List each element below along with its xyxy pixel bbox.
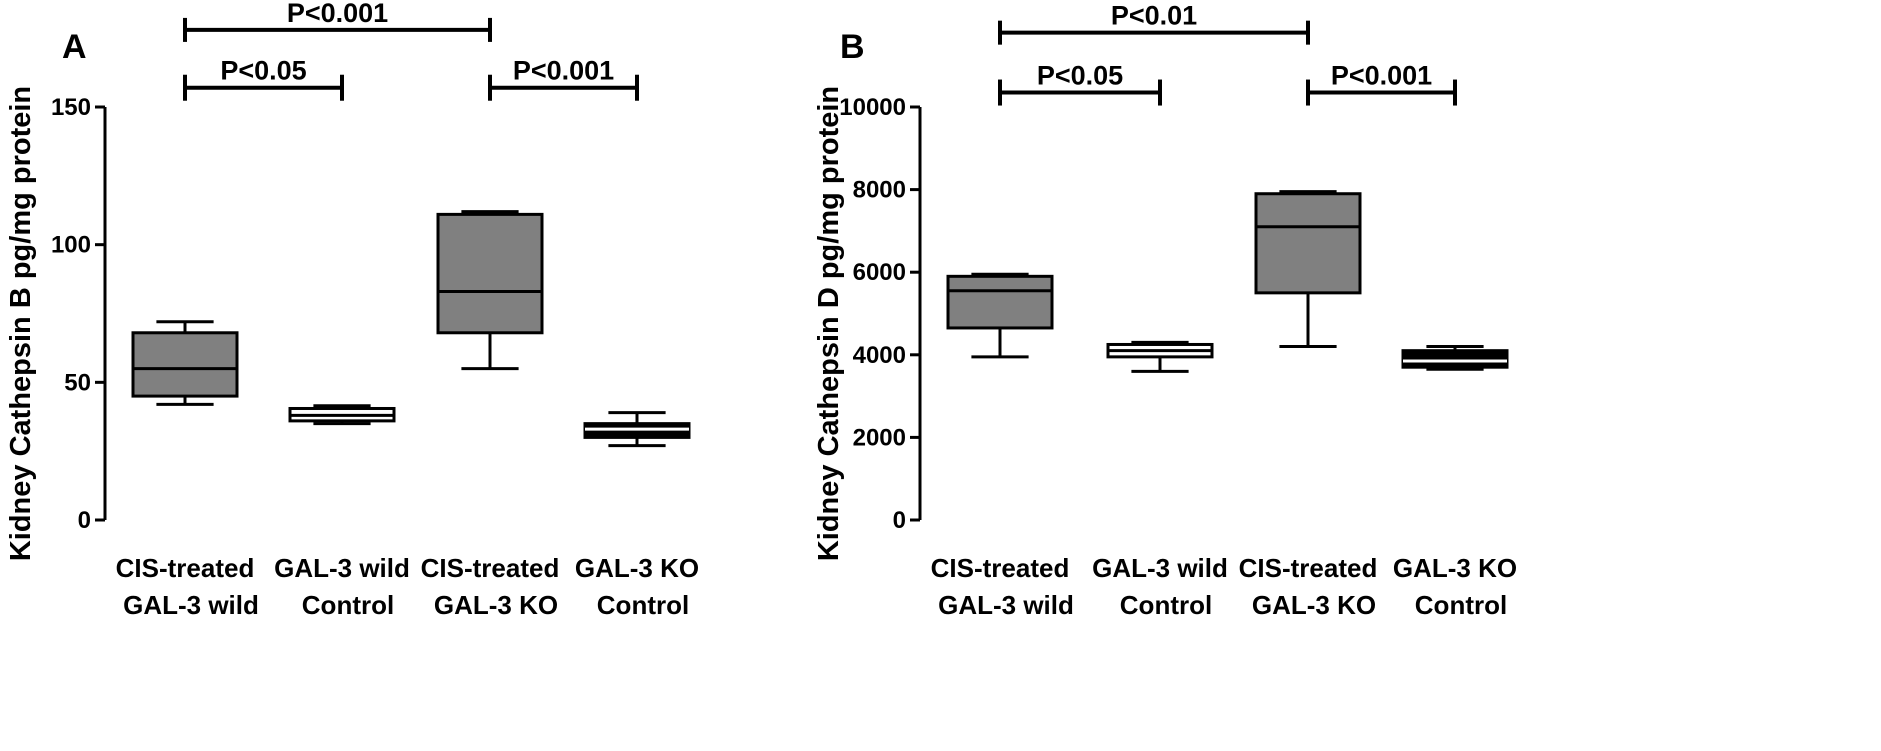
- y-tick-label: 10000: [839, 94, 906, 121]
- category-label-line2: GAL-3 KO: [1252, 590, 1376, 620]
- category-label-line1: CIS-treated: [1239, 553, 1378, 583]
- category-label-line2: Control: [1415, 590, 1507, 620]
- category-label-line2: GAL-3 KO: [434, 590, 558, 620]
- significance-bracket: P<0.001: [488, 56, 639, 101]
- y-tick-label: 2000: [853, 424, 906, 451]
- category-label-line2: GAL-3 wild: [123, 590, 259, 620]
- category-label-line1: GAL-3 wild: [1092, 553, 1228, 583]
- panel-letter: B: [840, 28, 865, 66]
- category-label-line1: GAL-3 KO: [1393, 553, 1517, 583]
- significance-label: P<0.001: [513, 56, 614, 86]
- box-plot: [436, 210, 544, 371]
- box-plot: [131, 320, 239, 406]
- category-label-line2: Control: [1120, 590, 1212, 620]
- box-plot: [1254, 190, 1362, 349]
- y-tick-label: 150: [51, 94, 91, 121]
- y-tick-label: 4000: [853, 342, 906, 369]
- y-tick-label: 0: [78, 507, 91, 534]
- box-plot: [946, 272, 1054, 359]
- category-label-line1: CIS-treated: [421, 553, 560, 583]
- significance-bracket: P<0.001: [183, 0, 492, 42]
- category-label-line1: GAL-3 wild: [274, 553, 410, 583]
- panel-b: B Kidney Cathepsin D pg/mg protein 0 2000 40…: [813, 1, 1517, 620]
- box-plot: [1106, 340, 1214, 373]
- y-tick-label: 0: [893, 507, 906, 534]
- y-axis-label: Kidney Cathepsin B pg/mg protein: [5, 86, 37, 561]
- y-tick-label: 50: [64, 369, 91, 396]
- panel-a: A Kidney Cathepsin B pg/mg protein 0 50 100 1…: [5, 0, 699, 620]
- significance-bracket: P<0.01: [998, 1, 1310, 45]
- box-plot: [583, 411, 691, 448]
- category-label-line2: GAL-3 wild: [938, 590, 1074, 620]
- significance-bracket: P<0.05: [183, 56, 344, 101]
- box-iqr: [946, 274, 1054, 330]
- category-label-line1: CIS-treated: [931, 553, 1070, 583]
- significance-bracket: P<0.001: [1306, 61, 1457, 106]
- y-axis-label: Kidney Cathepsin D pg/mg protein: [813, 86, 845, 561]
- panel-letter: A: [62, 28, 87, 66]
- y-tick-label: 8000: [853, 177, 906, 204]
- significance-label: P<0.05: [220, 56, 306, 86]
- significance-label: P<0.001: [287, 0, 388, 28]
- category-label-line2: Control: [302, 590, 394, 620]
- category-label-line2: Control: [597, 590, 689, 620]
- box-iqr: [436, 212, 544, 335]
- significance-label: P<0.001: [1331, 61, 1432, 91]
- significance-label: P<0.01: [1111, 1, 1197, 31]
- box-plot: [288, 404, 396, 426]
- box-iqr: [1254, 192, 1362, 295]
- category-label-line1: CIS-treated: [116, 553, 255, 583]
- category-label-line1: GAL-3 KO: [575, 553, 699, 583]
- significance-bracket: P<0.05: [998, 61, 1162, 106]
- y-tick-label: 6000: [853, 259, 906, 286]
- box-plot: [1401, 345, 1509, 371]
- significance-label: P<0.05: [1037, 61, 1123, 91]
- y-tick-label: 100: [51, 232, 91, 259]
- box-iqr: [1401, 349, 1509, 369]
- box-iqr: [131, 331, 239, 398]
